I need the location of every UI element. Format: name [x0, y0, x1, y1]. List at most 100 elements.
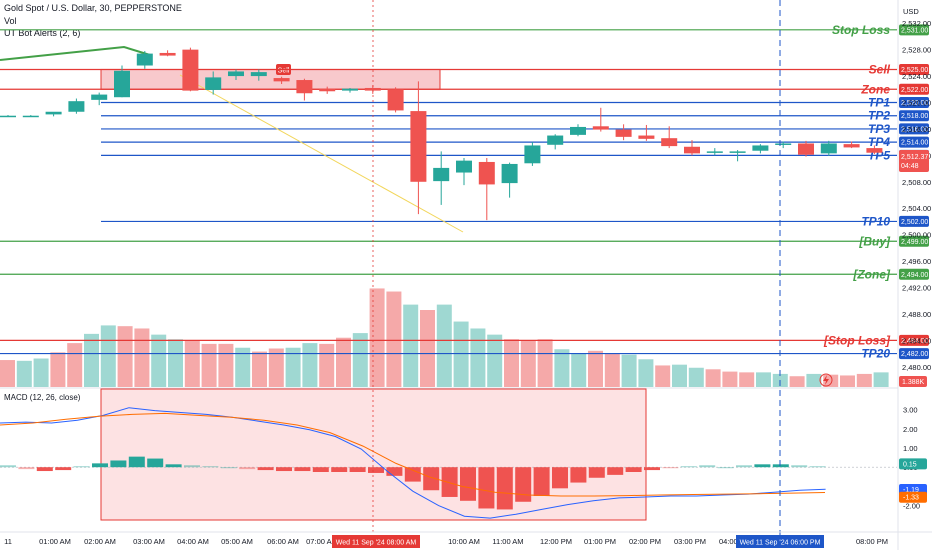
currency-label[interactable]: USD — [903, 7, 919, 16]
candle-body — [273, 78, 290, 82]
volume-bar — [604, 353, 620, 387]
level-price-text: 2,514.00 — [901, 140, 928, 147]
candle-body — [524, 145, 541, 164]
macd-histogram-bar — [478, 467, 495, 509]
macd-histogram-bar — [368, 467, 384, 473]
macd-histogram-bar — [570, 467, 587, 483]
macd-histogram-bar — [754, 464, 771, 468]
crosshair-time-tag — [332, 535, 420, 548]
level-price-tag — [899, 348, 929, 360]
level-label: [Zone] — [852, 267, 891, 281]
macd-histogram-bar — [0, 465, 16, 468]
macd-histogram-bar — [312, 467, 329, 472]
level-label: TP20 — [861, 347, 890, 361]
macd-histogram-bar — [717, 467, 734, 469]
macd-value-text: -1.19 — [903, 487, 919, 494]
price-tick-label: 2,508.00 — [902, 178, 931, 187]
volume-bar — [672, 364, 687, 387]
volume-bar — [319, 343, 335, 387]
volume-bar — [50, 352, 66, 387]
candle-body — [478, 161, 495, 185]
volume-bar — [470, 328, 486, 387]
level-label: TP3 — [868, 122, 890, 136]
macd-histogram-bar — [147, 458, 164, 468]
volume-bar — [168, 339, 183, 387]
level-price-text: 2,484.00 — [901, 338, 928, 345]
macd-histogram-bar — [55, 467, 72, 471]
candle-body — [114, 70, 130, 98]
time-tick-label: 03:00 PM — [674, 537, 706, 546]
volume-bar — [252, 351, 267, 387]
time-tick-label: 07:00 AM — [306, 537, 338, 546]
candle-body — [729, 151, 746, 153]
macd-histogram-bar — [404, 467, 421, 482]
level-price-text: 2,522.00 — [901, 87, 928, 94]
volume-bar — [386, 291, 402, 387]
volume-bar — [117, 326, 133, 387]
price-tick-label: 2,488.00 — [902, 310, 931, 319]
volume-bar — [352, 333, 368, 387]
macd-histogram-bar — [460, 467, 476, 501]
volume-bar — [134, 328, 150, 387]
macd-histogram-bar — [110, 460, 127, 468]
volume-bar — [302, 343, 318, 387]
macd-histogram-bar — [18, 467, 35, 470]
time-tick-label: 11:00 AM — [492, 537, 523, 546]
volume-bar — [638, 359, 654, 387]
volume-bar — [403, 304, 419, 387]
macd-histogram-bar — [736, 465, 752, 468]
macd-histogram-bar — [386, 467, 403, 476]
level-price-text: 2,482.00 — [901, 351, 928, 358]
level-label: TP2 — [868, 109, 890, 123]
price-tick-label: 2,504.00 — [902, 204, 931, 213]
price-tick-label: 2,496.00 — [902, 257, 931, 266]
level-price-text: 2,502.00 — [901, 219, 928, 226]
level-lines: Stop Loss 2,531.00 Sell 2,525.00 Zone 2,522.0… — [0, 23, 929, 361]
macd-histogram-bar — [294, 467, 311, 472]
macd-histogram-bar — [772, 464, 789, 468]
candle-body — [775, 143, 792, 145]
candle-body — [547, 135, 564, 145]
volume-bar — [554, 349, 570, 387]
candle-body — [364, 87, 381, 91]
macd-tick-label: -2.00 — [903, 502, 920, 511]
macd-histogram-bar — [220, 467, 237, 469]
macd-histogram-bar — [349, 467, 366, 472]
volume-bar — [33, 358, 49, 387]
level-price-text: 2,499.00 — [901, 239, 928, 246]
macd-histogram-bar — [423, 467, 440, 491]
volume-bar — [336, 337, 351, 387]
volume-bar — [655, 365, 671, 387]
macd-value-tag — [899, 458, 927, 470]
price-tick-label: 2,524.00 — [902, 72, 931, 81]
time-tick-label: 06:00 AM — [267, 537, 299, 546]
macd-label: MACD (12, 26, close) — [4, 393, 81, 402]
level-price-text: 2,516.00 — [901, 126, 928, 133]
candle-body — [45, 111, 62, 115]
time-tick-label: 05:00 AM — [221, 537, 253, 546]
level-price-tag — [899, 110, 929, 122]
volume-bar — [705, 369, 721, 387]
volume-bar — [823, 374, 839, 387]
time-tick-label: 01:00 PM — [584, 537, 616, 546]
volume-label: Vol — [4, 16, 17, 26]
volume-bar — [856, 373, 872, 387]
lightning-icon — [819, 373, 833, 387]
volume-bar — [67, 343, 83, 387]
macd-value-tag — [899, 491, 927, 503]
crosshair-time-text: Wed 11 Sep '24 06:00 PM — [740, 540, 821, 547]
price-tick-label: 2,528.00 — [902, 46, 931, 55]
level-price-text: 2,518.00 — [901, 113, 928, 120]
chart-title: Gold Spot / U.S. Dollar, 30, PEPPERSTONE — [4, 3, 182, 13]
volume-bar — [235, 347, 251, 387]
sell-zone-box — [100, 68, 441, 90]
price-tick-label: 2,484.00 — [902, 336, 931, 345]
macd-highlight-box — [100, 388, 647, 521]
level-price-tag — [899, 268, 929, 280]
level-price-tag — [899, 215, 929, 227]
candle-body — [22, 115, 39, 118]
volume-bar — [537, 339, 553, 387]
candle-body — [706, 151, 723, 153]
macd-histogram-bar — [184, 465, 200, 468]
